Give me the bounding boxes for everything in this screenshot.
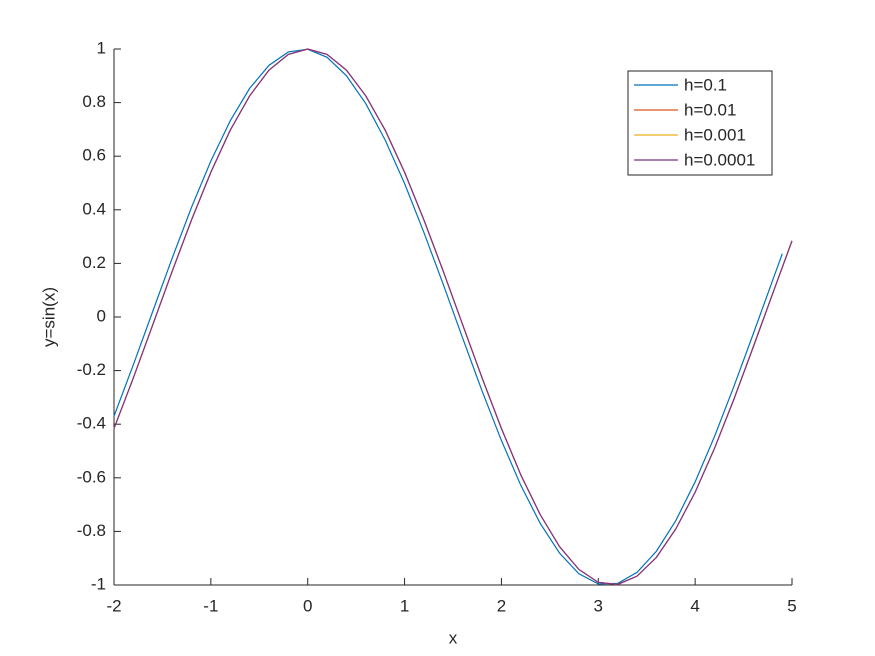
y-tick-label: 0.8 [82, 92, 106, 111]
legend-box [627, 70, 773, 176]
y-tick-label: 0.6 [82, 146, 106, 165]
x-axis-label: x [449, 628, 458, 647]
x-tick-label: -1 [203, 596, 218, 615]
x-tick-label: 4 [690, 596, 699, 615]
y-tick-label: -0.8 [77, 521, 106, 540]
y-tick-label: 0.2 [82, 253, 106, 272]
legend-label: h=0.001 [684, 125, 746, 144]
y-tick-label: 1 [97, 38, 106, 57]
y-tick-label: 0 [97, 306, 106, 325]
x-tick-label: 2 [497, 596, 506, 615]
legend-label: h=0.1 [684, 75, 727, 94]
y-tick-label: -0.2 [77, 360, 106, 379]
y-tick-label: -0.6 [77, 467, 106, 486]
y-axis-label: y=sin(x) [39, 287, 58, 347]
y-tick-label: 0.4 [82, 199, 106, 218]
line-series [113, 48, 783, 585]
x-tick-label: 1 [400, 596, 409, 615]
x-tick-label: -2 [106, 596, 121, 615]
x-tick-label: 0 [303, 596, 312, 615]
legend-label: h=0.01 [684, 100, 736, 119]
y-tick-label: -0.4 [77, 414, 106, 433]
x-tick-label: 3 [594, 596, 603, 615]
x-tick-label: 5 [787, 596, 796, 615]
y-tick-label: -1 [91, 574, 106, 593]
line-series [113, 48, 793, 586]
legend-label: h=0.0001 [684, 150, 755, 169]
